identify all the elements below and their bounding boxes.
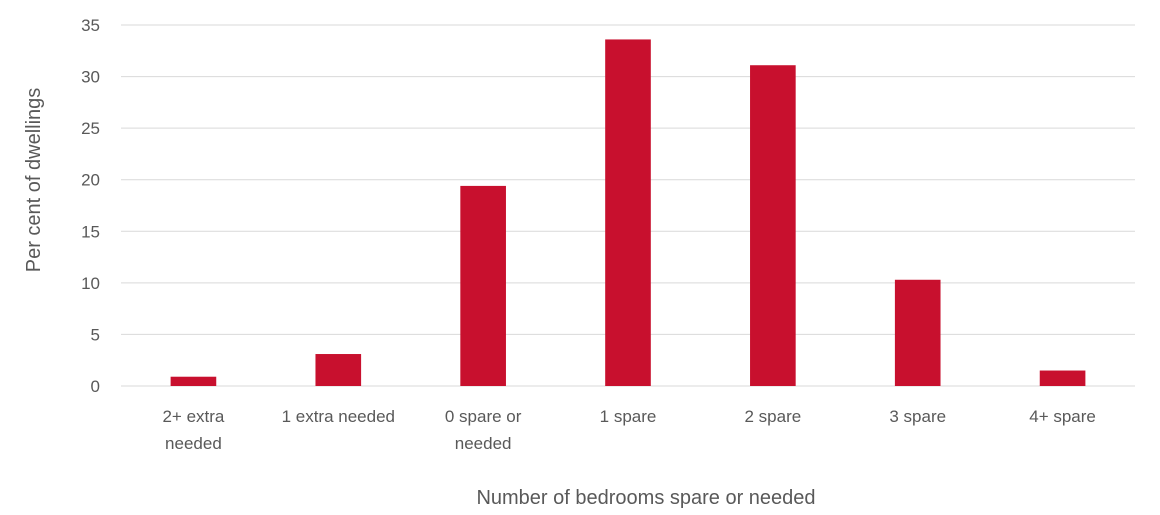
y-tick-label: 35 — [81, 16, 100, 35]
bars — [170, 39, 1086, 387]
bar — [750, 65, 796, 387]
x-tick-label: 1 spare — [600, 407, 657, 426]
bar — [1039, 370, 1086, 386]
y-tick-label: 15 — [81, 222, 100, 241]
x-axis-title: Number of bedrooms spare or needed — [476, 487, 815, 509]
y-tick-label: 25 — [81, 119, 100, 138]
x-tick-label: 0 spare or needed — [445, 407, 522, 453]
bar — [315, 354, 362, 386]
x-axis-tick-labels: 2+ extra needed 1 extra needed 0 spare or ne… — [162, 407, 1095, 453]
x-tick-label: 4+ spare — [1029, 407, 1096, 426]
x-tick-label: 1 extra needed — [282, 407, 395, 426]
bar — [460, 185, 506, 386]
bar — [894, 279, 941, 386]
x-tick-label: 2 spare — [745, 407, 802, 426]
y-tick-label: 0 — [91, 377, 100, 396]
bar — [605, 39, 651, 386]
y-axis-title: Per cent of dwellings — [23, 88, 45, 273]
y-axis-tick-labels: 0 5 10 15 20 25 30 35 — [81, 16, 100, 396]
y-tick-label: 10 — [81, 274, 100, 293]
y-tick-label: 5 — [91, 325, 100, 344]
x-tick-label: 2+ extra needed — [162, 407, 224, 453]
x-tick-label: 3 spare — [889, 407, 946, 426]
y-tick-label: 20 — [81, 171, 100, 190]
bar — [170, 376, 217, 386]
y-tick-label: 30 — [81, 68, 100, 87]
